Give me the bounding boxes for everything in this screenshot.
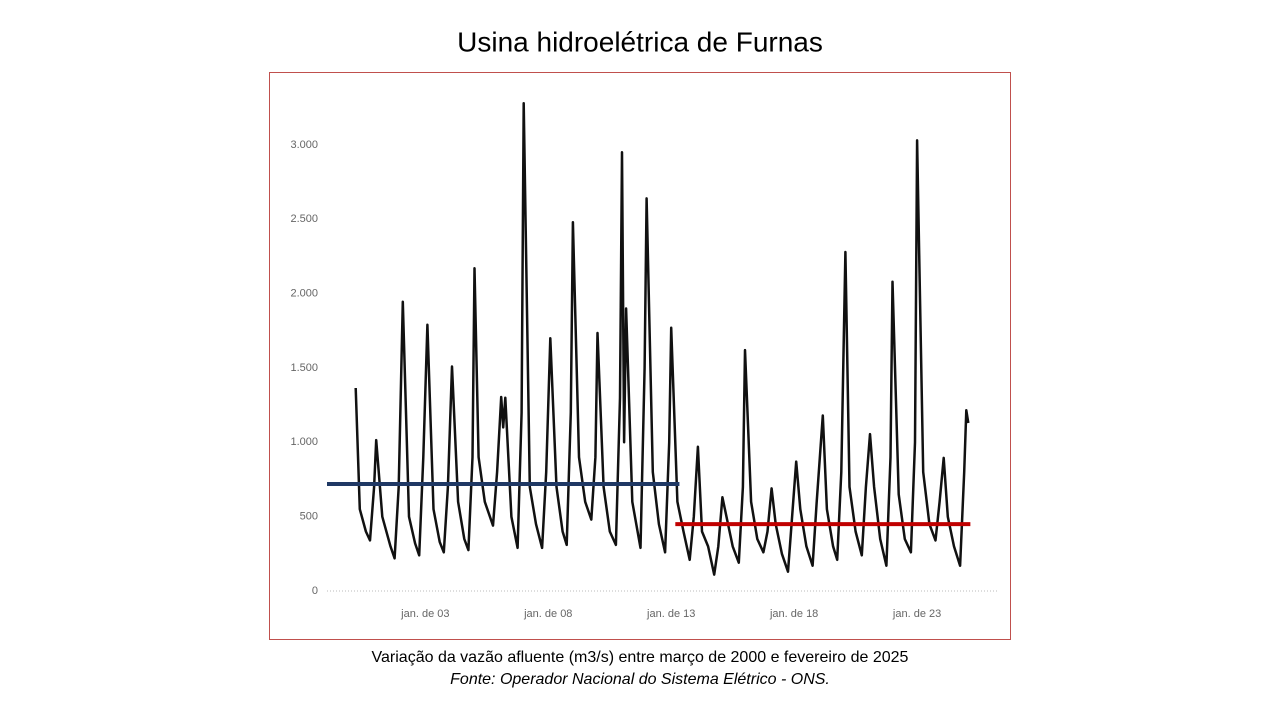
x-tick-label: jan. de 03 [400, 608, 449, 620]
chart-title: Usina hidroelétrica de Furnas [457, 26, 823, 57]
x-tick-label: jan. de 08 [523, 608, 572, 620]
y-tick-label: 500 [300, 511, 318, 523]
subtitle: Variação da vazão afluente (m3/s) entre … [372, 649, 909, 666]
y-tick-label: 1.500 [290, 362, 318, 374]
flow-line [354, 102, 970, 576]
x-tick-label: jan. de 23 [892, 608, 941, 620]
x-tick-label: jan. de 18 [769, 608, 818, 620]
y-tick-label: 2.000 [290, 288, 318, 300]
source: Fonte: Operador Nacional do Sistema Elét… [450, 671, 830, 688]
y-tick-label: 1.000 [290, 436, 318, 448]
x-tick-label: jan. de 13 [646, 608, 695, 620]
y-tick-label: 2.500 [290, 213, 318, 225]
y-tick-label: 0 [312, 585, 318, 597]
chart-frame [269, 72, 1011, 640]
y-tick-label: 3.000 [290, 139, 318, 151]
